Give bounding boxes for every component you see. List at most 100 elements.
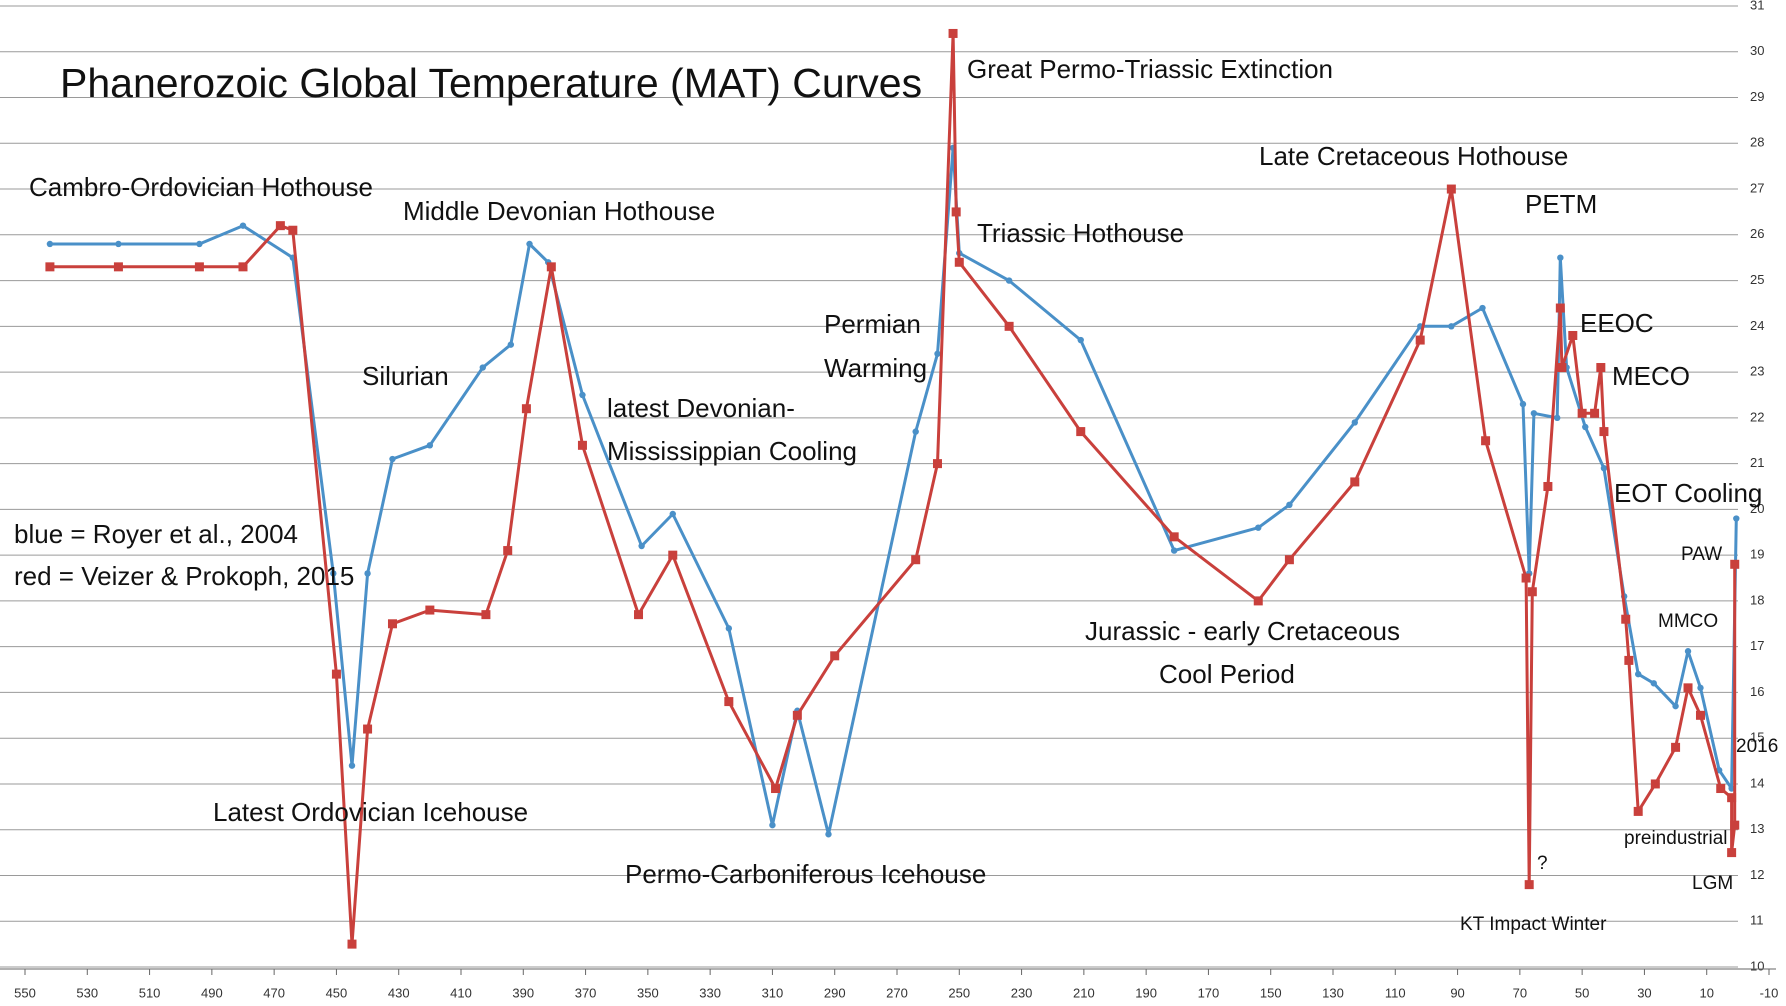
annotation: Latest Ordovician Icehouse bbox=[213, 797, 528, 827]
point bbox=[1596, 363, 1606, 373]
point bbox=[1479, 304, 1486, 312]
point bbox=[1730, 820, 1740, 830]
point bbox=[577, 440, 587, 450]
point bbox=[425, 605, 435, 615]
x-tick-label: 150 bbox=[1260, 985, 1282, 1000]
point bbox=[521, 404, 531, 414]
plot bbox=[45, 28, 1740, 949]
annotation: Cambro-Ordovician Hothouse bbox=[29, 172, 373, 202]
point bbox=[1255, 524, 1262, 531]
point bbox=[830, 651, 840, 661]
point bbox=[1169, 532, 1179, 542]
point bbox=[1005, 277, 1013, 284]
point bbox=[1481, 436, 1491, 446]
point bbox=[1684, 648, 1692, 655]
y-tick-label: 24 bbox=[1750, 318, 1764, 333]
point bbox=[1683, 683, 1693, 693]
x-tick-label: 50 bbox=[1575, 985, 1589, 1000]
x-tick-label: -10 bbox=[1760, 985, 1779, 1000]
point bbox=[769, 821, 776, 829]
point bbox=[364, 570, 371, 577]
point bbox=[792, 710, 802, 720]
point bbox=[1554, 414, 1561, 422]
x-tick-label: 330 bbox=[699, 985, 721, 1000]
point bbox=[1716, 784, 1726, 794]
y-tick-label: 31 bbox=[1750, 0, 1764, 12]
point bbox=[481, 610, 491, 620]
x-tick-label: 510 bbox=[139, 985, 161, 1000]
point bbox=[1635, 670, 1642, 678]
point bbox=[426, 442, 434, 449]
x-tick-label: 350 bbox=[637, 985, 659, 1000]
point bbox=[387, 619, 397, 629]
point bbox=[1170, 547, 1178, 554]
x-tick-label: 210 bbox=[1073, 985, 1095, 1000]
point bbox=[1697, 684, 1704, 692]
x-tick-label: 530 bbox=[76, 985, 98, 1000]
y-tick-label: 30 bbox=[1750, 43, 1764, 58]
annotation: Permo-Carboniferous Icehouse bbox=[625, 859, 986, 889]
point bbox=[507, 341, 515, 348]
point bbox=[951, 207, 961, 217]
point bbox=[638, 542, 645, 550]
y-tick-label: 11 bbox=[1750, 913, 1764, 928]
y-tick-label: 14 bbox=[1750, 775, 1764, 790]
point bbox=[1727, 793, 1737, 803]
point bbox=[1557, 363, 1567, 373]
point bbox=[579, 391, 586, 399]
point bbox=[1446, 184, 1456, 194]
point bbox=[347, 939, 357, 949]
point bbox=[1530, 410, 1538, 417]
y-tick-label: 23 bbox=[1750, 364, 1764, 379]
point bbox=[389, 455, 396, 463]
x-tick-label: 70 bbox=[1513, 985, 1527, 1000]
point bbox=[46, 240, 54, 248]
point bbox=[724, 697, 734, 707]
point bbox=[1671, 742, 1681, 752]
point bbox=[1695, 710, 1705, 720]
x-tick-label: 290 bbox=[824, 985, 846, 1000]
x-tick-label: 470 bbox=[263, 985, 285, 1000]
point bbox=[288, 225, 298, 235]
point bbox=[1527, 587, 1537, 597]
point bbox=[1415, 335, 1425, 345]
x-tick-label: 490 bbox=[201, 985, 223, 1000]
annotation: Cool Period bbox=[1159, 659, 1295, 689]
annotation: Silurian bbox=[362, 361, 449, 391]
point bbox=[275, 221, 285, 231]
point bbox=[634, 610, 644, 620]
x-tick-label: 130 bbox=[1322, 985, 1344, 1000]
annotation: MECO bbox=[1612, 361, 1690, 391]
annotation: PAW bbox=[1681, 544, 1722, 565]
point bbox=[113, 262, 123, 272]
y-tick-label: 17 bbox=[1750, 638, 1764, 653]
y-tick-label: 28 bbox=[1750, 135, 1764, 150]
x-tick-label: 390 bbox=[512, 985, 534, 1000]
annotation: Permian bbox=[824, 309, 921, 339]
y-tick-label: 25 bbox=[1750, 272, 1764, 287]
point bbox=[479, 364, 486, 371]
annotation: LGM bbox=[1692, 873, 1733, 894]
y-tick-label: 16 bbox=[1750, 684, 1764, 699]
point bbox=[1351, 419, 1359, 426]
y-tick-label: 12 bbox=[1750, 867, 1764, 882]
x-tick-label: 250 bbox=[948, 985, 970, 1000]
line bbox=[49, 146, 1738, 836]
y-tick-label: 10 bbox=[1750, 958, 1764, 973]
annotation: MMCO bbox=[1658, 611, 1718, 632]
point bbox=[1448, 323, 1455, 330]
y-tick-label: 22 bbox=[1750, 409, 1764, 424]
point bbox=[1253, 596, 1263, 606]
point bbox=[330, 570, 337, 577]
point bbox=[954, 257, 964, 267]
point bbox=[1633, 806, 1643, 816]
x-tick-label: 310 bbox=[762, 985, 784, 1000]
point bbox=[1621, 614, 1631, 624]
annotation: 2016 bbox=[1736, 736, 1778, 757]
point bbox=[1672, 702, 1679, 710]
point bbox=[1543, 482, 1553, 491]
x-tick-label: 410 bbox=[450, 985, 472, 1000]
x-tick-label: 230 bbox=[1011, 985, 1033, 1000]
annotation: Mississippian Cooling bbox=[607, 436, 857, 466]
